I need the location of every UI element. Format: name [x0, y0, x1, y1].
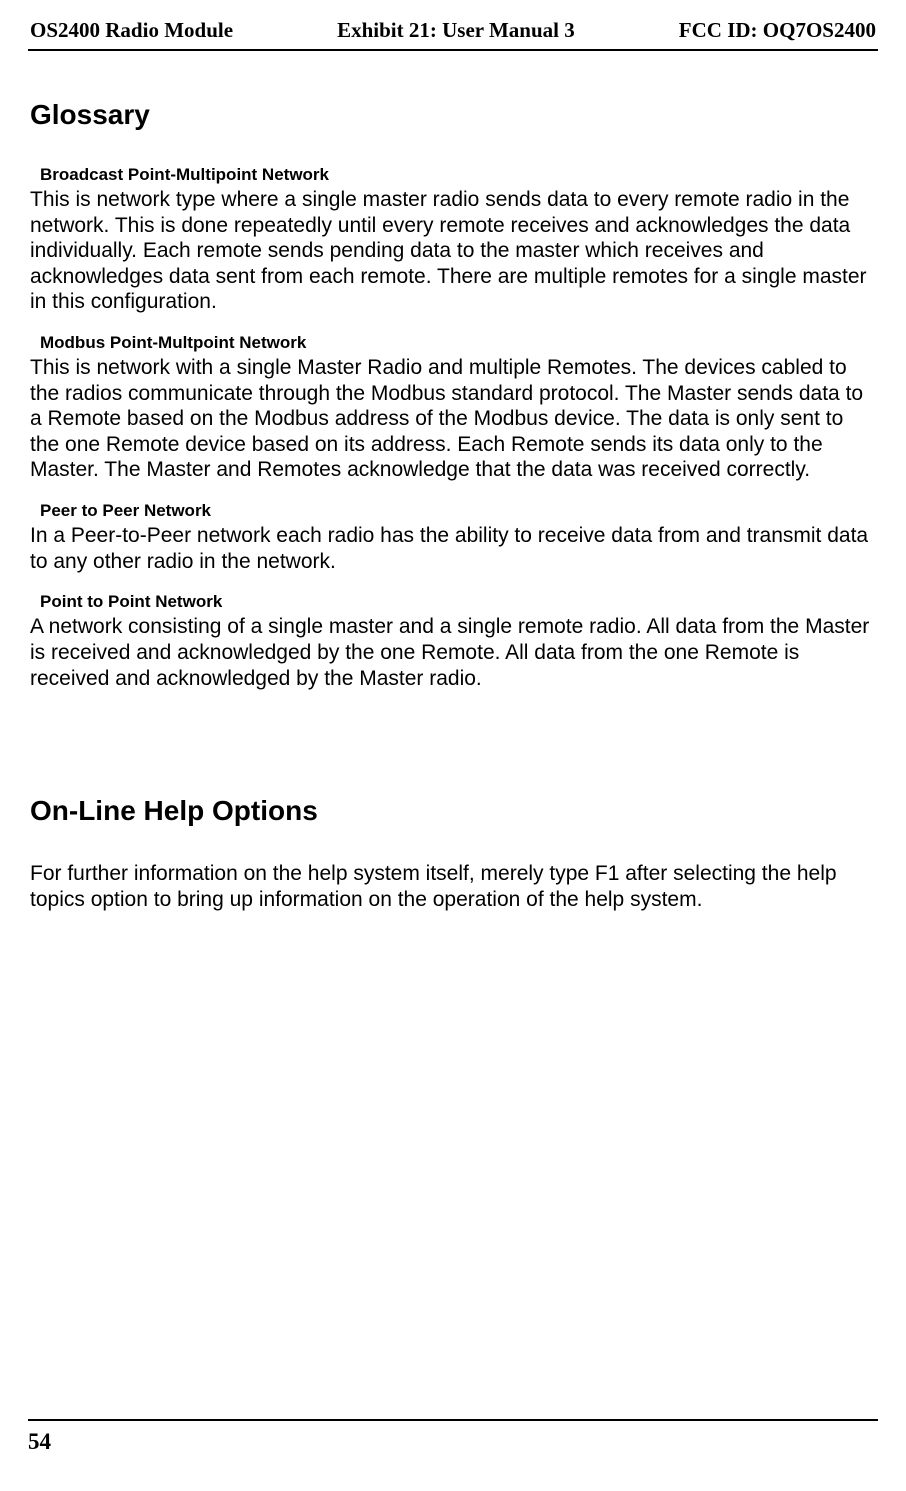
glossary-term: Point to Point Network [40, 592, 876, 612]
footer-rule [28, 1419, 878, 1421]
section-gap [30, 709, 876, 795]
header-right: FCC ID: OQ7OS2400 [679, 18, 876, 43]
glossary-definition: In a Peer-to-Peer network each radio has… [30, 523, 876, 574]
page-number: 54 [28, 1429, 51, 1455]
page-header: OS2400 Radio Module Exhibit 21: User Man… [28, 18, 878, 49]
glossary-entry: Broadcast Point-Multipoint Network This … [30, 165, 876, 315]
glossary-definition: This is network type where a single mast… [30, 187, 876, 315]
glossary-entry: Modbus Point-Multpoint Network This is n… [30, 333, 876, 483]
header-center: Exhibit 21: User Manual 3 [337, 18, 575, 43]
online-help-body: For further information on the help syst… [30, 861, 876, 912]
glossary-term: Modbus Point-Multpoint Network [40, 333, 876, 353]
header-left: OS2400 Radio Module [30, 18, 233, 43]
glossary-definition: A network consisting of a single master … [30, 614, 876, 691]
glossary-definition: This is network with a single Master Rad… [30, 355, 876, 483]
glossary-term: Peer to Peer Network [40, 501, 876, 521]
document-page: OS2400 Radio Module Exhibit 21: User Man… [0, 0, 906, 1491]
page-content: Glossary Broadcast Point-Multipoint Netw… [28, 51, 878, 912]
glossary-term: Broadcast Point-Multipoint Network [40, 165, 876, 185]
online-help-heading: On-Line Help Options [30, 795, 876, 827]
glossary-entry: Peer to Peer Network In a Peer-to-Peer n… [30, 501, 876, 574]
glossary-entry: Point to Point Network A network consist… [30, 592, 876, 691]
glossary-heading: Glossary [30, 99, 876, 131]
